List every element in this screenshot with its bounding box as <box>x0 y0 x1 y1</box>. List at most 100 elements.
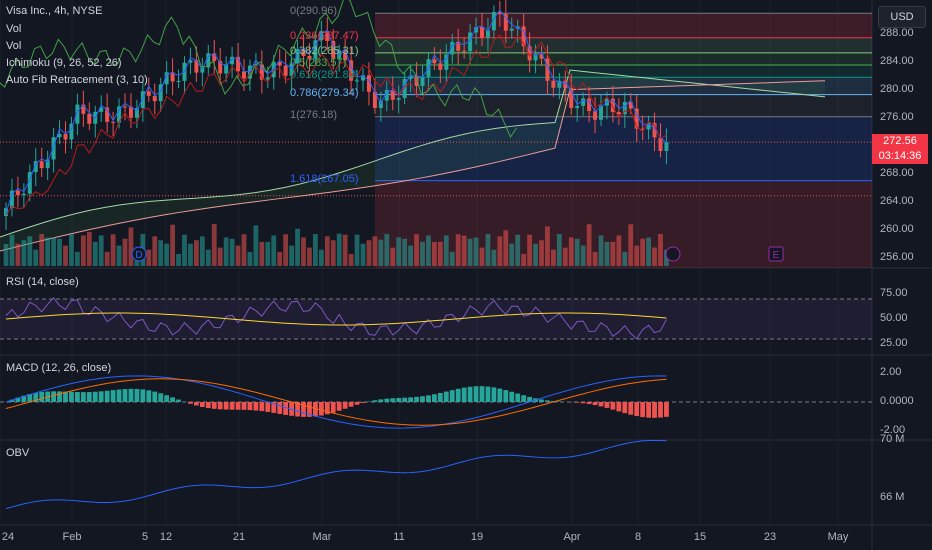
candle-body <box>123 106 127 108</box>
macd-histogram <box>229 402 235 410</box>
macd-histogram <box>437 392 443 402</box>
volume-bar <box>199 236 205 266</box>
macd-axis-label: -2.00 <box>880 424 906 436</box>
indicator-vol-2[interactable]: Vol <box>6 40 22 52</box>
candle-body <box>277 61 282 66</box>
macd-histogram <box>223 402 229 410</box>
candle-body <box>45 159 50 169</box>
candle-body <box>355 80 360 82</box>
macd-histogram <box>122 389 128 402</box>
rsi-label[interactable]: RSI (14, close) <box>6 276 79 288</box>
macd-histogram <box>217 402 223 410</box>
volume-bar <box>3 244 9 266</box>
volume-bar <box>318 249 324 266</box>
macd-line <box>5 375 667 429</box>
volume-bar <box>390 247 396 266</box>
macd-histogram <box>539 399 544 402</box>
macd-histogram <box>664 402 669 417</box>
volume-bar <box>86 231 92 266</box>
macd-histogram <box>295 402 300 417</box>
candle-body <box>491 12 496 31</box>
macd-histogram <box>354 402 360 405</box>
rsi-line <box>5 297 667 340</box>
macd-histogram <box>318 402 324 416</box>
macd-histogram <box>176 399 181 402</box>
candle-body <box>444 54 449 70</box>
macd-histogram <box>199 402 205 407</box>
candle-body <box>616 112 621 115</box>
event-marker-frame <box>768 246 784 262</box>
volume-bar <box>491 249 497 266</box>
price-axis-label: 276.00 <box>880 111 914 123</box>
volume-bar <box>211 224 217 266</box>
time-axis-label: 21 <box>232 531 246 543</box>
time-axis-label: 24 <box>1 531 15 543</box>
candle-body <box>361 75 365 81</box>
fib-level-label: 0(290.96) <box>290 5 338 18</box>
volume-bar <box>610 241 616 266</box>
volume-bar <box>21 240 27 266</box>
macd-histogram <box>116 389 122 402</box>
volume-bar <box>283 234 289 266</box>
price-axis-label: 256.00 <box>880 251 914 263</box>
candle-body <box>593 111 598 120</box>
candle-body <box>480 27 484 38</box>
candle-body <box>533 54 538 61</box>
candle-body <box>188 60 193 63</box>
macd-histogram <box>33 392 39 402</box>
candle-body <box>622 101 627 115</box>
rsi-axis-label: 50.00 <box>880 312 908 324</box>
volume-bar <box>455 234 461 266</box>
candle-body <box>509 28 514 31</box>
candle-body <box>75 104 80 124</box>
volume-bar <box>229 238 235 266</box>
volume-bar <box>330 240 336 266</box>
volume-bar <box>122 238 128 266</box>
volume-bar <box>45 237 51 266</box>
volume-bar <box>176 253 181 266</box>
macd-label[interactable]: MACD (12, 26, close) <box>6 362 112 374</box>
candle-body <box>581 98 586 106</box>
macd-histogram <box>414 396 419 402</box>
macd-histogram <box>158 393 164 402</box>
indicator-ichimoku[interactable]: Ichimoku (9, 26, 52, 26) <box>6 57 122 69</box>
volume-bar <box>545 226 550 266</box>
indicator-auto-fib[interactable]: Auto Fib Retracement (3, 10) <box>6 74 148 86</box>
candle-body <box>307 55 312 59</box>
candle-body <box>438 63 443 70</box>
macd-histogram <box>449 390 455 402</box>
macd-histogram <box>515 393 521 402</box>
volume-bar <box>396 237 402 266</box>
candle-body <box>301 48 306 56</box>
macd-histogram <box>9 399 15 402</box>
obv-axis-label: 66 M <box>880 491 905 504</box>
volume-bar <box>295 228 300 266</box>
macd-histogram <box>443 391 449 402</box>
currency-button[interactable]: USD <box>878 6 926 28</box>
volume-bar <box>277 251 283 266</box>
fib-zone <box>375 65 872 78</box>
ichimoku-cloud <box>0 70 825 251</box>
fib-level-label: 0.786(279.34) <box>290 86 359 99</box>
macd-histogram <box>15 397 21 402</box>
volume-bar <box>443 235 449 266</box>
volume-bar <box>69 234 74 266</box>
macd-histogram <box>259 402 265 412</box>
volume-bar <box>449 251 455 266</box>
volume-bar <box>182 234 187 266</box>
obv-label[interactable]: OBV <box>6 447 30 459</box>
volume-bar <box>556 234 562 266</box>
volume-bar <box>259 241 265 266</box>
candle-body <box>236 56 241 72</box>
time-axis-label: 23 <box>763 531 777 543</box>
volume-bar <box>271 235 277 266</box>
time-axis-label: 19 <box>470 531 484 543</box>
volume-bar <box>437 241 443 266</box>
macd-axis-label: 0.0000 <box>880 395 914 407</box>
indicator-vol-1[interactable]: Vol <box>6 23 22 35</box>
volume-bar <box>622 251 628 266</box>
time-axis-label: Apr <box>563 531 581 543</box>
rsi-axis-label: 75.00 <box>880 287 908 299</box>
